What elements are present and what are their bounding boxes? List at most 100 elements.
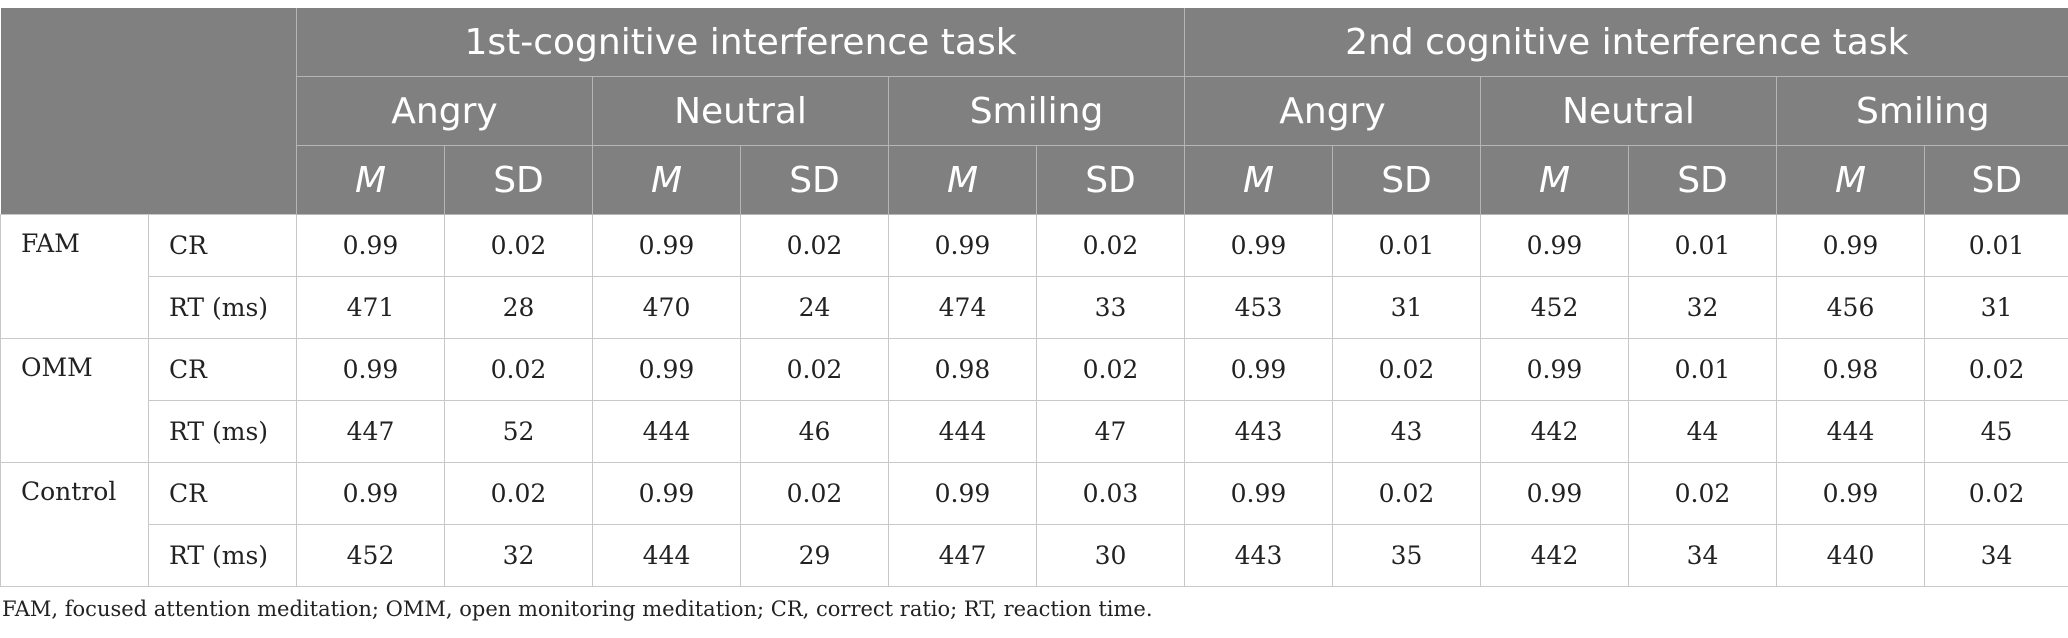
results-table: 1st-cognitive interference task 2nd cogn… bbox=[0, 8, 2068, 587]
table-cell: 31 bbox=[1332, 276, 1481, 339]
table-row: RT (ms) 452 32 444 29 447 30 443 35 442 34 440 34 bbox=[1, 524, 2068, 587]
table-cell: 0.02 bbox=[444, 338, 593, 401]
table-cell: 43 bbox=[1332, 400, 1481, 463]
table-header: 1st-cognitive interference task 2nd cogn… bbox=[0, 8, 2068, 215]
table-row: RT (ms) 447 52 444 46 444 47 443 43 442 44 444 45 bbox=[1, 400, 2068, 463]
table-cell: 443 bbox=[1184, 524, 1333, 587]
measure-label: CR bbox=[148, 462, 297, 525]
table-cell: 52 bbox=[444, 400, 593, 463]
table-cell: 452 bbox=[1480, 276, 1629, 339]
table-cell: 34 bbox=[1628, 524, 1777, 587]
table-cell: 444 bbox=[592, 400, 741, 463]
table-cell: 452 bbox=[296, 524, 445, 587]
table-row: OMM CR 0.99 0.02 0.99 0.02 0.98 0.02 0.99 0.02 0.9… bbox=[0, 338, 2068, 463]
header-stat-sd: SD bbox=[1332, 145, 1481, 215]
table-cell: 0.99 bbox=[1480, 338, 1629, 401]
header-stat-sd: SD bbox=[1923, 145, 2068, 215]
table-cell: 0.99 bbox=[1776, 462, 1925, 525]
table-cell: 442 bbox=[1480, 400, 1629, 463]
results-table-container: 1st-cognitive interference task 2nd cogn… bbox=[0, 8, 2068, 587]
header-condition: Angry bbox=[296, 76, 593, 146]
header-stat-mean: M bbox=[296, 145, 445, 215]
table-cell: 0.02 bbox=[740, 338, 889, 401]
table-cell: 0.02 bbox=[1923, 462, 2068, 525]
table-cell: 35 bbox=[1332, 524, 1481, 587]
table-cell: 32 bbox=[1628, 276, 1777, 339]
table-cell: 444 bbox=[888, 400, 1037, 463]
table-cell: 470 bbox=[592, 276, 741, 339]
measure-label: CR bbox=[148, 338, 297, 401]
table-cell: 46 bbox=[740, 400, 889, 463]
table-cell: 0.99 bbox=[592, 338, 741, 401]
table-cell: 0.02 bbox=[1036, 214, 1185, 277]
table-cell: 443 bbox=[1184, 400, 1333, 463]
table-row: Control CR 0.99 0.02 0.99 0.02 0.99 0.03 0.99 0.0… bbox=[0, 462, 2068, 587]
table-cell: 0.02 bbox=[444, 462, 593, 525]
header-stat-sd: SD bbox=[740, 145, 889, 215]
table-cell: 0.99 bbox=[1480, 462, 1629, 525]
header-task-2: 2nd cognitive interference task bbox=[1183, 8, 2068, 77]
table-cell: 456 bbox=[1776, 276, 1925, 339]
table-cell: 44 bbox=[1628, 400, 1777, 463]
table-row: RT (ms) 471 28 470 24 474 33 453 31 452 32 456 31 bbox=[1, 276, 2068, 339]
table-cell: 0.99 bbox=[1184, 338, 1333, 401]
table-cell: 0.02 bbox=[740, 214, 889, 277]
header-stat-mean: M bbox=[1480, 145, 1629, 215]
table-cell: 0.02 bbox=[444, 214, 593, 277]
header-condition: Neutral bbox=[592, 76, 889, 146]
table-cell: 0.02 bbox=[1036, 338, 1185, 401]
header-stat-mean: M bbox=[888, 145, 1037, 215]
table-cell: 0.99 bbox=[1184, 214, 1333, 277]
table-cell: 24 bbox=[740, 276, 889, 339]
group-label: Control bbox=[0, 462, 149, 587]
group-label: FAM bbox=[0, 214, 149, 339]
table-cell: 0.98 bbox=[888, 338, 1037, 401]
table-cell: 0.99 bbox=[1480, 214, 1629, 277]
table-cell: 0.01 bbox=[1332, 214, 1481, 277]
table-cell: 0.99 bbox=[888, 214, 1037, 277]
table-cell: 440 bbox=[1776, 524, 1925, 587]
table-cell: 31 bbox=[1923, 276, 2068, 339]
table-cell: 0.99 bbox=[592, 462, 741, 525]
table-cell: 0.99 bbox=[296, 338, 445, 401]
measure-label: RT (ms) bbox=[148, 524, 297, 587]
measure-label: CR bbox=[148, 214, 297, 277]
header-corner bbox=[0, 8, 297, 215]
header-condition: Smiling bbox=[1775, 76, 2068, 146]
table-cell: 0.99 bbox=[1776, 214, 1925, 277]
header-stat-sd: SD bbox=[1628, 145, 1777, 215]
header-condition: Angry bbox=[1184, 76, 1481, 146]
table-cell: 0.99 bbox=[296, 214, 445, 277]
table-footnote: FAM, focused attention meditation; OMM, … bbox=[2, 597, 1153, 621]
table-cell: 444 bbox=[592, 524, 741, 587]
header-row-tasks: 1st-cognitive interference task 2nd cogn… bbox=[0, 8, 2068, 215]
table-cell: 0.99 bbox=[1184, 462, 1333, 525]
table-cell: 29 bbox=[740, 524, 889, 587]
header-row-conditions: Angry Neutral Smiling Angry Neutral Smil… bbox=[1, 76, 2068, 146]
table-cell: 471 bbox=[296, 276, 445, 339]
table-cell: 0.99 bbox=[888, 462, 1037, 525]
table-cell: 447 bbox=[888, 524, 1037, 587]
table-cell: 453 bbox=[1184, 276, 1333, 339]
header-row-stats: M SD M SD M SD M SD M SD M SD bbox=[1, 145, 2068, 215]
group-label: OMM bbox=[0, 338, 149, 463]
table-cell: 0.02 bbox=[1628, 462, 1777, 525]
table-cell: 0.02 bbox=[1923, 338, 2068, 401]
table-cell: 32 bbox=[444, 524, 593, 587]
table-cell: 474 bbox=[888, 276, 1037, 339]
table-cell: 30 bbox=[1036, 524, 1185, 587]
table-cell: 47 bbox=[1036, 400, 1185, 463]
table-cell: 33 bbox=[1036, 276, 1185, 339]
table-cell: 0.01 bbox=[1923, 214, 2068, 277]
table-cell: 0.99 bbox=[296, 462, 445, 525]
table-cell: 0.02 bbox=[1332, 462, 1481, 525]
table-body: FAM CR 0.99 0.02 0.99 0.02 0.99 0.02 0.99 0.01 0.9… bbox=[0, 214, 2068, 587]
header-stat-sd: SD bbox=[1036, 145, 1185, 215]
table-cell: 0.03 bbox=[1036, 462, 1185, 525]
table-row: FAM CR 0.99 0.02 0.99 0.02 0.99 0.02 0.99 0.01 0.9… bbox=[0, 214, 2068, 339]
table-cell: 0.99 bbox=[592, 214, 741, 277]
table-cell: 34 bbox=[1923, 524, 2068, 587]
measure-label: RT (ms) bbox=[148, 400, 297, 463]
table-cell: 45 bbox=[1923, 400, 2068, 463]
table-cell: 28 bbox=[444, 276, 593, 339]
